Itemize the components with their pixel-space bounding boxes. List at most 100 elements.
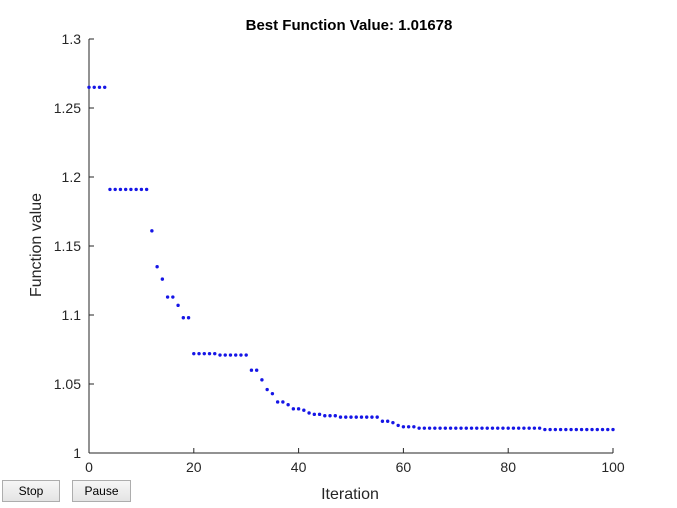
data-point bbox=[213, 351, 217, 356]
data-point bbox=[186, 316, 191, 320]
data-point bbox=[234, 353, 238, 357]
data-point bbox=[118, 187, 123, 192]
stop-button[interactable]: Stop bbox=[2, 480, 60, 502]
data-point bbox=[108, 187, 112, 192]
data-point bbox=[123, 187, 128, 192]
data-point bbox=[490, 426, 495, 430]
data-point bbox=[375, 415, 379, 419]
data-point bbox=[585, 427, 589, 432]
data-point bbox=[139, 187, 144, 192]
data-point bbox=[359, 415, 364, 419]
x-tick-label: 100 bbox=[601, 459, 625, 475]
data-point bbox=[543, 427, 547, 432]
data-point bbox=[103, 85, 107, 90]
data-point bbox=[333, 414, 337, 418]
data-point bbox=[165, 295, 170, 299]
data-point bbox=[144, 187, 149, 192]
data-points bbox=[87, 85, 615, 432]
y-tick-label: 1.15 bbox=[54, 238, 81, 254]
pause-button[interactable]: Pause bbox=[72, 480, 131, 502]
data-point bbox=[548, 427, 552, 432]
data-point bbox=[275, 400, 280, 404]
data-point bbox=[207, 351, 212, 356]
data-point bbox=[511, 426, 516, 430]
data-point bbox=[176, 303, 180, 308]
data-point bbox=[422, 426, 427, 430]
data-point bbox=[475, 426, 479, 430]
data-point bbox=[323, 414, 327, 418]
data-point bbox=[87, 85, 91, 90]
data-point bbox=[291, 407, 296, 411]
data-point bbox=[501, 426, 505, 430]
axes bbox=[88, 39, 613, 454]
x-axis-label: Iteration bbox=[321, 486, 379, 503]
data-point bbox=[506, 426, 510, 430]
data-point bbox=[564, 427, 568, 432]
chart-title: Best Function Value: 1.01678 bbox=[246, 17, 453, 34]
data-point bbox=[448, 426, 453, 430]
data-point bbox=[558, 427, 563, 432]
data-point bbox=[344, 415, 348, 419]
data-point bbox=[254, 368, 259, 372]
data-point bbox=[113, 187, 117, 192]
y-tick-label: 1.2 bbox=[62, 169, 82, 185]
data-point bbox=[527, 426, 531, 430]
data-point bbox=[171, 295, 175, 299]
data-point bbox=[197, 351, 201, 356]
data-point bbox=[181, 316, 186, 320]
data-point bbox=[438, 426, 442, 430]
data-point bbox=[155, 265, 159, 269]
data-point bbox=[380, 419, 385, 423]
data-point bbox=[412, 425, 416, 429]
x-tick-label: 80 bbox=[500, 459, 516, 475]
data-point bbox=[302, 408, 306, 412]
data-point bbox=[150, 229, 154, 233]
data-point bbox=[590, 427, 594, 432]
data-point bbox=[595, 427, 599, 432]
data-point bbox=[239, 353, 243, 357]
data-point bbox=[160, 277, 165, 281]
data-point bbox=[406, 425, 411, 429]
data-point bbox=[385, 419, 390, 423]
data-point bbox=[202, 351, 206, 356]
y-tick-label: 1.1 bbox=[62, 307, 82, 323]
x-tick-label: 60 bbox=[396, 459, 412, 475]
data-point bbox=[129, 187, 133, 192]
data-point bbox=[312, 412, 317, 417]
data-point bbox=[516, 426, 521, 430]
data-point bbox=[606, 427, 610, 432]
data-point bbox=[427, 426, 432, 430]
data-point bbox=[579, 427, 584, 432]
data-point bbox=[469, 426, 474, 430]
y-tick-label: 1.3 bbox=[62, 31, 82, 47]
data-point bbox=[459, 426, 463, 430]
data-point bbox=[328, 414, 332, 418]
data-point bbox=[370, 415, 374, 419]
data-point bbox=[354, 415, 358, 419]
data-point bbox=[391, 420, 395, 425]
data-point bbox=[244, 353, 248, 357]
data-point bbox=[443, 426, 448, 430]
y-axis-label: Function value bbox=[28, 193, 45, 297]
data-point bbox=[553, 427, 558, 432]
data-point bbox=[522, 426, 526, 430]
y-tick-label: 1.05 bbox=[54, 376, 81, 392]
x-tick-label: 20 bbox=[186, 459, 202, 475]
data-point bbox=[401, 425, 406, 429]
data-point bbox=[600, 427, 605, 432]
data-point bbox=[223, 353, 227, 357]
data-point bbox=[396, 423, 400, 428]
y-tick-label: 1.25 bbox=[54, 100, 81, 116]
data-point bbox=[265, 387, 269, 392]
data-point bbox=[260, 378, 264, 382]
data-point bbox=[417, 426, 421, 430]
data-point bbox=[228, 353, 233, 357]
data-point bbox=[92, 85, 96, 90]
data-point bbox=[218, 353, 222, 357]
data-point bbox=[464, 426, 468, 430]
data-point bbox=[537, 426, 542, 430]
data-point bbox=[317, 412, 322, 417]
data-point bbox=[349, 415, 353, 419]
